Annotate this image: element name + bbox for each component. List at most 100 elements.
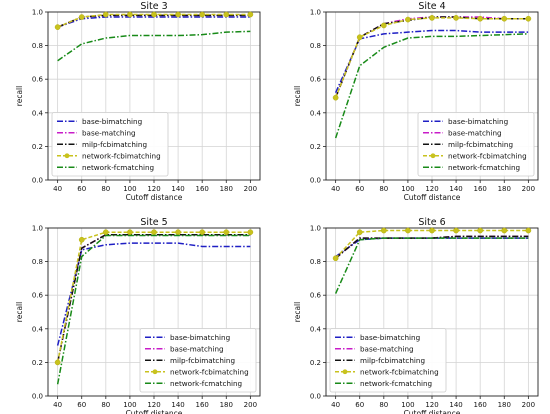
x-tick-label: 200 xyxy=(244,185,257,193)
data-point xyxy=(102,229,109,236)
x-tick-label: 60 xyxy=(355,401,364,409)
chart-panel-3: 40 60 80 100 120 140 160 180 200 0.0 0.2 0.4 0.6 0.8 1… xyxy=(15,217,261,414)
x-tick-label: 100 xyxy=(123,185,136,193)
data-point xyxy=(453,15,459,21)
x-tick-label: 180 xyxy=(498,185,511,193)
x-tick-label: 120 xyxy=(147,401,160,409)
y-tick-label: 0.8 xyxy=(310,42,321,50)
data-point xyxy=(405,227,411,234)
legend-label: network-fcbimatching xyxy=(170,367,249,376)
y-tick-label: 0.2 xyxy=(310,143,321,151)
data-point xyxy=(380,22,387,29)
legend-entry: milp-fcbimatching xyxy=(335,356,425,365)
y-tick-label: 0.0 xyxy=(32,177,43,185)
legend-label: base-matching xyxy=(170,344,224,353)
legend-marker xyxy=(152,369,158,375)
x-tick-label: 40 xyxy=(331,185,340,193)
legend-label: base-matching xyxy=(448,128,502,137)
series-base-bimatching xyxy=(56,242,251,346)
legend-entry: network-fcmatching xyxy=(423,163,520,172)
legend-label: network-fcmatching xyxy=(448,163,520,172)
y-tick-label: 0.8 xyxy=(310,258,321,266)
legend-entry: base-matching xyxy=(423,128,502,137)
chart-panel-4: 40 60 80 100 120 140 160 180 200 0.0 0.2 0.4 0.6 0.8 1… xyxy=(293,217,539,414)
y-tick-label: 0.6 xyxy=(310,292,322,300)
legend-label: milp-fcbimatching xyxy=(170,356,235,365)
x-tick-label: 40 xyxy=(53,185,62,193)
series-line xyxy=(57,30,251,62)
x-tick-label: 80 xyxy=(379,185,388,193)
y-tick-label: 0.6 xyxy=(310,76,322,84)
series-network-fcmatching xyxy=(57,30,251,62)
data-point xyxy=(54,24,61,30)
data-point xyxy=(247,11,254,18)
x-tick-label: 200 xyxy=(522,401,535,409)
data-point xyxy=(127,11,133,18)
data-point xyxy=(102,11,109,18)
legend-label: network-fcmatching xyxy=(170,379,242,388)
data-point xyxy=(453,227,459,234)
chart-title: Site 6 xyxy=(418,217,445,228)
x-tick-label: 180 xyxy=(498,401,511,409)
series-line xyxy=(334,237,529,294)
legend: base-bimatching base-matching milp-fcbimat… xyxy=(139,328,257,393)
series-base-bimatching xyxy=(334,29,529,93)
series-network-fcbimatching xyxy=(332,227,532,262)
legend-label: base-bimatching xyxy=(170,333,230,342)
grid xyxy=(326,11,538,181)
legend-entry: network-fcbimatching xyxy=(145,367,249,376)
legend-entry: network-fcbimatching xyxy=(335,367,439,376)
x-tick-label: 160 xyxy=(195,401,208,409)
x-tick-label: 40 xyxy=(53,401,62,409)
y-tick-label: 0.8 xyxy=(32,258,43,266)
legend-box xyxy=(139,328,257,393)
x-axis-label: Cutoff distance xyxy=(126,409,183,414)
legend-entry: base-bimatching xyxy=(145,333,230,342)
series-network-fcmatching xyxy=(334,33,529,139)
legend-entry: base-matching xyxy=(145,344,224,353)
x-tick-label: 160 xyxy=(473,401,486,409)
legend-entry: network-fcmatching xyxy=(335,379,432,388)
legend-label: network-fcmatching xyxy=(82,163,154,172)
y-tick-label: 0.0 xyxy=(310,393,321,401)
data-point xyxy=(78,236,85,243)
data-point xyxy=(332,255,339,262)
x-tick-label: 140 xyxy=(171,401,184,409)
series-line xyxy=(56,234,251,385)
legend-entry: base-bimatching xyxy=(57,117,142,126)
legend: base-bimatching base-matching milp-fcbimat… xyxy=(329,328,447,393)
x-tick-label: 80 xyxy=(379,401,388,409)
y-tick-label: 0.4 xyxy=(310,109,322,117)
y-tick-label: 0.0 xyxy=(310,177,321,185)
data-point xyxy=(501,15,508,22)
series-line xyxy=(57,14,251,28)
legend-label: base-bimatching xyxy=(82,117,142,126)
legend-label: network-fcbimatching xyxy=(360,367,439,376)
data-point xyxy=(199,11,206,18)
y-tick-label: 1.0 xyxy=(32,225,43,233)
y-tick-label: 0.6 xyxy=(32,292,44,300)
x-tick-label: 120 xyxy=(425,185,438,193)
data-point xyxy=(199,229,206,236)
y-tick-label: 0.6 xyxy=(32,76,44,84)
x-tick-label: 60 xyxy=(77,401,86,409)
x-tick-label: 100 xyxy=(123,401,136,409)
series-network-fcmatching xyxy=(334,237,529,294)
legend-label: base-matching xyxy=(82,128,136,137)
data-point xyxy=(54,359,61,366)
x-tick-label: 100 xyxy=(401,185,414,193)
series-network-fcmatching xyxy=(56,234,251,385)
x-tick-label: 160 xyxy=(473,185,486,193)
legend-entry: base-matching xyxy=(335,344,414,353)
legend-label: network-fcbimatching xyxy=(448,151,527,160)
series-network-fcbimatching xyxy=(54,11,254,30)
y-tick-label: 1.0 xyxy=(32,9,43,17)
x-tick-label: 60 xyxy=(77,185,86,193)
legend-entry: network-fcmatching xyxy=(145,379,242,388)
x-tick-label: 200 xyxy=(244,401,257,409)
x-axis-label: Cutoff distance xyxy=(404,409,461,414)
data-point xyxy=(175,11,181,18)
series-network-fcbimatching xyxy=(54,229,254,366)
legend-label: network-fcmatching xyxy=(360,379,432,388)
legend-entry: network-fcbimatching xyxy=(423,151,527,160)
